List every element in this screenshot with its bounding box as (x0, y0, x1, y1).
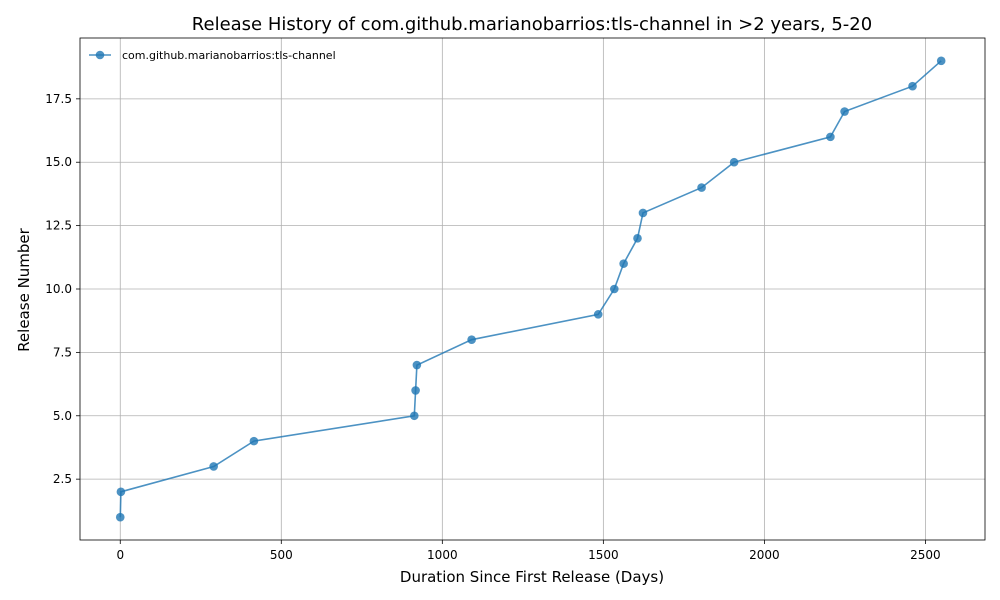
data-point (936, 56, 946, 66)
data-point (411, 386, 420, 395)
data-point (633, 233, 642, 243)
x-axis-title: Duration Since First Release (Days) (400, 568, 664, 586)
chart-title: Release History of com.github.marianobar… (192, 14, 872, 35)
y-tick-label: 5.0 (53, 409, 72, 423)
data-point (729, 157, 739, 167)
y-tick-label: 12.5 (45, 219, 72, 233)
grid-lines (80, 38, 985, 540)
data-point (593, 310, 603, 319)
data-point (412, 360, 422, 370)
data-point (116, 487, 126, 497)
y-axis-title: Release Number (15, 227, 33, 351)
axis-ticks: 0 500 1000 1500 2000 2500 2.5 5.0 7.5 10.0 12.5 15.… (45, 92, 940, 562)
y-tick-label: 15.0 (45, 155, 72, 169)
y-tick-label: 17.5 (45, 92, 72, 106)
data-point (115, 512, 125, 522)
series-layer (115, 56, 946, 522)
data-point (840, 107, 849, 116)
legend-label: com.github.marianobarrios:tls-channel (122, 49, 336, 62)
x-tick-label: 2000 (749, 548, 780, 562)
data-point (619, 259, 628, 268)
y-tick-label: 7.5 (53, 345, 72, 359)
x-tick-label: 0 (116, 548, 124, 562)
legend: com.github.marianobarrios:tls-channel (89, 49, 336, 62)
legend-marker-swatch (95, 50, 105, 60)
y-tick-label: 10.0 (45, 282, 72, 296)
data-point (209, 462, 218, 471)
x-tick-label: 1000 (427, 548, 458, 562)
data-point (826, 132, 835, 142)
x-tick-label: 500 (270, 548, 293, 562)
data-point (610, 284, 619, 294)
x-tick-label: 2500 (910, 548, 941, 562)
data-point (638, 208, 648, 218)
data-point (410, 411, 419, 421)
data-point (908, 81, 917, 91)
data-point (467, 335, 476, 345)
x-tick-label: 1500 (588, 548, 619, 562)
data-point (697, 183, 706, 192)
data-point (249, 436, 259, 446)
y-tick-label: 2.5 (53, 472, 72, 486)
